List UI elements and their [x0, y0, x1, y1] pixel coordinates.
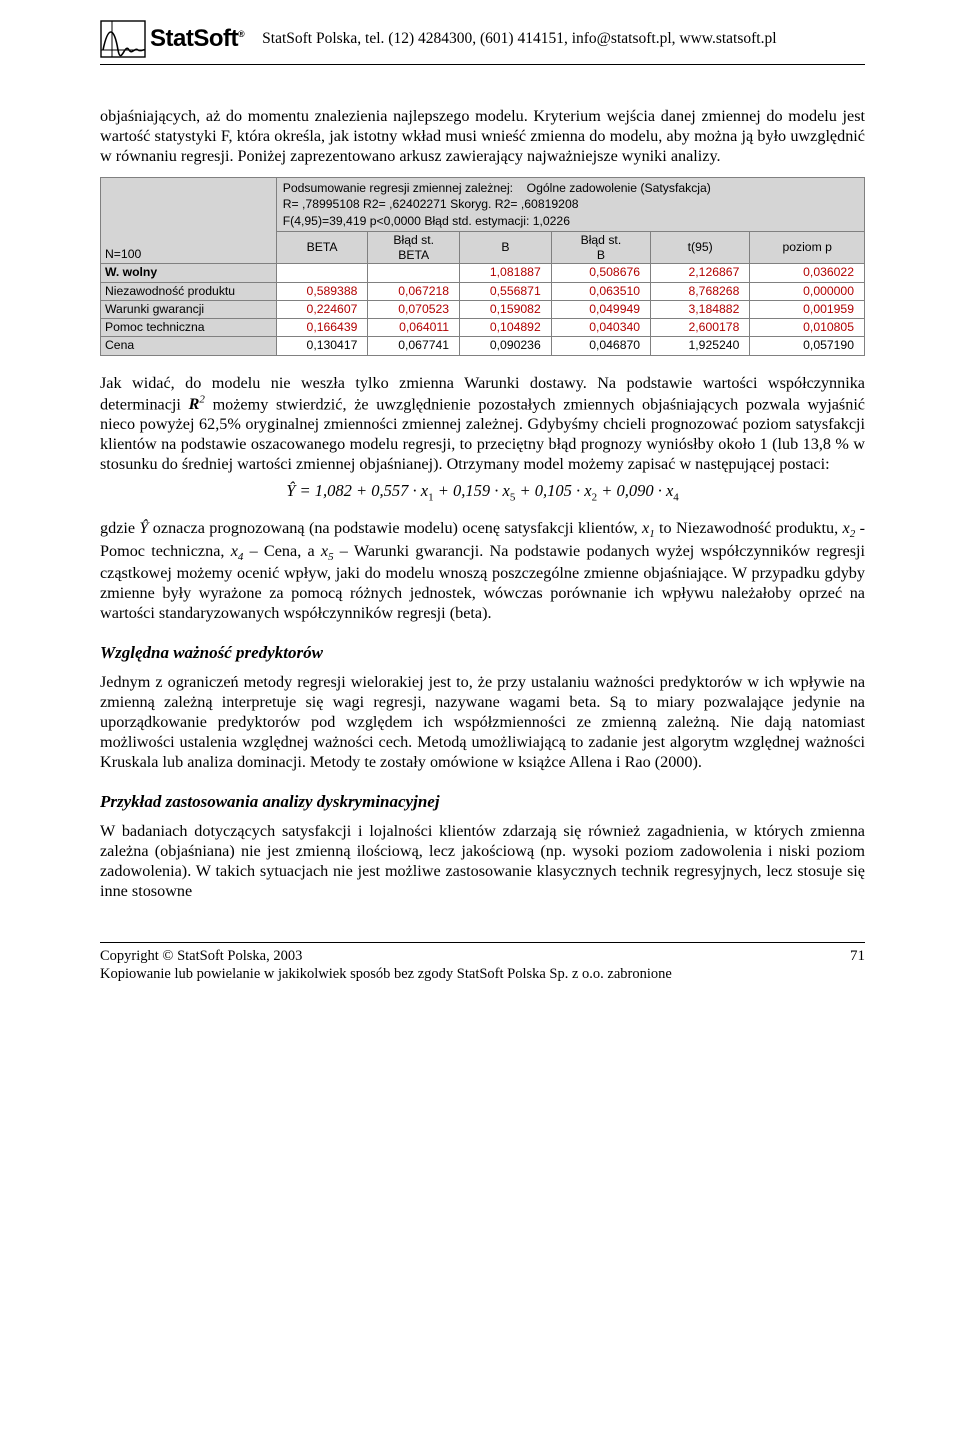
- regression-equation: Ŷ = 1,082 + 0,557 · x1 + 0,159 · x5 + 0,…: [100, 481, 865, 505]
- page-number: 71: [850, 947, 865, 966]
- page-header: StatSoft® StatSoft Polska, tel. (12) 428…: [100, 20, 865, 65]
- r-squared-symbol: R2: [189, 395, 205, 413]
- paragraph-intro: objaśniających, aż do momentu znalezieni…: [100, 107, 865, 167]
- page-footer: Copyright © StatSoft Polska, 2003 Kopiow…: [100, 942, 865, 983]
- logo-text: StatSoft®: [150, 24, 244, 54]
- paragraph-results: Jak widać, do modelu nie weszła tylko zm…: [100, 374, 865, 475]
- regression-table: N=100Podsumowanie regresji zmiennej zale…: [100, 177, 865, 356]
- section-heading-discriminant: Przykład zastosowania analizy dyskrymina…: [100, 791, 865, 812]
- logo-wave-icon: [100, 20, 146, 58]
- text-span: gdzie: [100, 519, 139, 537]
- paragraph-predictor-importance: Jednym z ograniczeń metody regresji wiel…: [100, 673, 865, 773]
- paragraph-equation-desc: gdzie Ŷ oznacza prognozowaną (na podstaw…: [100, 519, 865, 624]
- statsoft-logo: StatSoft®: [100, 20, 244, 58]
- header-contact: StatSoft Polska, tel. (12) 4284300, (601…: [262, 29, 776, 48]
- copy-restriction-line: Kopiowanie lub powielanie w jakikolwiek …: [100, 965, 672, 983]
- copyright-line: Copyright © StatSoft Polska, 2003: [100, 947, 672, 965]
- paragraph-discriminant: W badaniach dotyczących satysfakcji i lo…: [100, 822, 865, 902]
- text-span: oznacza prognozowaną (na podstawie model…: [100, 519, 865, 622]
- text-span: możemy stwierdzić, że uwzględnienie pozo…: [100, 395, 865, 473]
- section-heading-predictor-importance: Względna ważność predyktorów: [100, 642, 865, 663]
